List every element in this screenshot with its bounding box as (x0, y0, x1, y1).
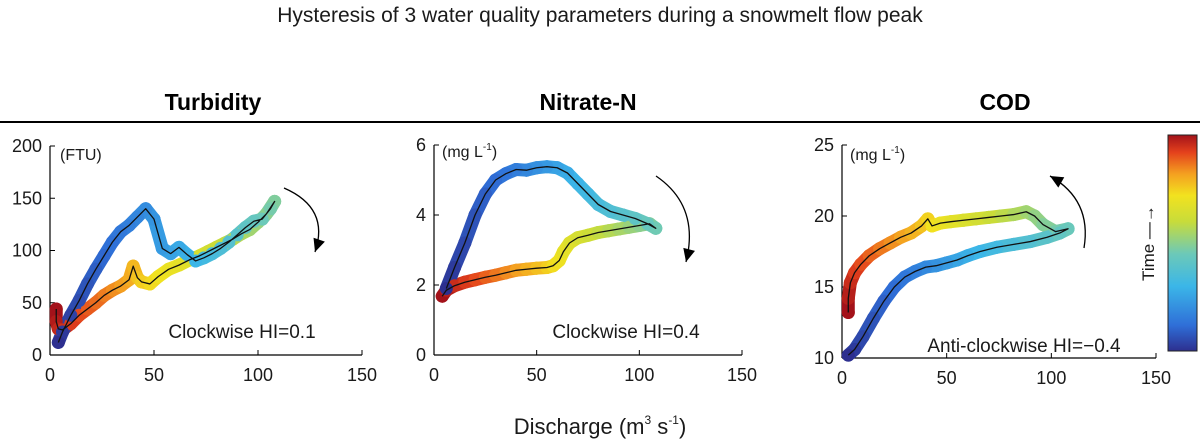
panel-title: Nitrate-N (539, 89, 636, 115)
y-tick-label: 25 (814, 135, 834, 155)
x-axis-label-mid: s (651, 414, 668, 439)
direction-arrow-head (1050, 176, 1065, 188)
unit-label-main: (mg L (850, 147, 891, 164)
y-tick-label: 2 (416, 275, 426, 295)
x-tick-label: 100 (624, 365, 654, 385)
direction-arrow (283, 187, 320, 253)
hysteresis-annotation: Anti-clockwise HI=−0.4 (927, 336, 1121, 357)
series-trace (441, 166, 657, 297)
hysteresis-annotation: Clockwise HI=0.1 (168, 322, 315, 343)
y-tick-label: 0 (416, 345, 426, 365)
direction-arrow-head (313, 237, 325, 252)
panel-3: COD 10 15 20 25 0 50 100 150 (mg L-1) Anti-clockwi… (814, 89, 1171, 388)
unit-label-main: (mg L (442, 144, 483, 161)
unit-label-sup: -1 (483, 142, 492, 153)
x-axis-label-sup2: -1 (668, 413, 679, 427)
y-tick-label: 4 (416, 205, 426, 225)
unit-label-main: (FTU) (60, 147, 102, 164)
unit-label-end: ) (492, 144, 497, 161)
x-tick-label: 0 (45, 365, 55, 385)
unit-label: (mg L-1) (850, 145, 905, 164)
x-tick-label: 50 (527, 365, 547, 385)
x-axis-label-main: Discharge (m (514, 414, 645, 439)
x-tick-label: 150 (727, 365, 757, 385)
y-tick-label: 0 (32, 345, 42, 365)
y-tick-label: 15 (814, 277, 834, 297)
unit-label-sup: -1 (891, 145, 900, 156)
hysteresis-annotation: Clockwise HI=0.4 (552, 322, 700, 343)
figure-title: Hysteresis of 3 water quality parameters… (277, 4, 923, 27)
x-tick-label: 150 (347, 365, 377, 385)
y-tick-label: 20 (814, 206, 834, 226)
x-axis-label: Discharge (m3 s-1) (514, 413, 687, 439)
x-tick-label: 50 (937, 368, 957, 388)
x-tick-label: 0 (429, 365, 439, 385)
series-trace (55, 200, 276, 343)
unit-label: (FTU) (60, 147, 102, 164)
unit-label-end: ) (900, 147, 905, 164)
y-tick-label: 200 (12, 136, 42, 156)
unit-label: (mg L-1) (442, 142, 497, 161)
x-tick-label: 100 (243, 365, 273, 385)
panel-title: COD (979, 89, 1030, 115)
x-axis-label-end: ) (679, 414, 686, 439)
y-tick-label: 100 (12, 241, 42, 261)
y-tick-label: 10 (814, 348, 834, 368)
panel-2: Nitrate-N 0 2 4 6 0 50 100 150 (mg L-1) Clockwise … (416, 89, 757, 385)
y-tick-label: 150 (12, 188, 42, 208)
x-tick-label: 0 (837, 368, 847, 388)
x-axis-label-sup1: 3 (645, 413, 652, 427)
y-tick-label: 50 (22, 293, 42, 313)
colorbar: Time —→ (1139, 134, 1198, 352)
panel-title: Turbidity (165, 89, 262, 115)
panel-1: Turbidity 0 50 100 150 200 0 50 100 150 (FTU) Clock… (12, 89, 377, 385)
series-trace (847, 211, 1069, 356)
colorbar-label: Time —→ (1139, 205, 1158, 281)
direction-arrow-head (683, 247, 695, 262)
x-tick-label: 50 (144, 365, 164, 385)
x-tick-label: 150 (1141, 368, 1171, 388)
y-tick-label: 6 (416, 135, 426, 155)
colorbar-gradient (1167, 134, 1198, 352)
x-tick-label: 100 (1036, 368, 1066, 388)
